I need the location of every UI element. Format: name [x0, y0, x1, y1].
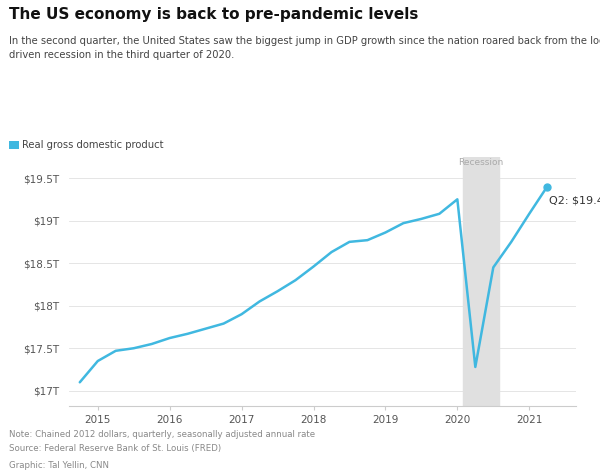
- Text: The US economy is back to pre-pandemic levels: The US economy is back to pre-pandemic l…: [9, 7, 418, 22]
- Bar: [463, 157, 499, 406]
- Text: Graphic: Tal Yellin, CNN: Graphic: Tal Yellin, CNN: [9, 461, 109, 470]
- Text: Real gross domestic product: Real gross domestic product: [22, 140, 164, 150]
- Text: Note: Chained 2012 dollars, quarterly, seasonally adjusted annual rate: Note: Chained 2012 dollars, quarterly, s…: [9, 430, 315, 439]
- Text: Q2: $19.4T: Q2: $19.4T: [548, 195, 600, 205]
- Text: Recession: Recession: [458, 159, 503, 168]
- Text: Source: Federal Reserve Bank of St. Louis (FRED): Source: Federal Reserve Bank of St. Loui…: [9, 444, 221, 453]
- Text: In the second quarter, the United States saw the biggest jump in GDP growth sinc: In the second quarter, the United States…: [9, 36, 600, 60]
